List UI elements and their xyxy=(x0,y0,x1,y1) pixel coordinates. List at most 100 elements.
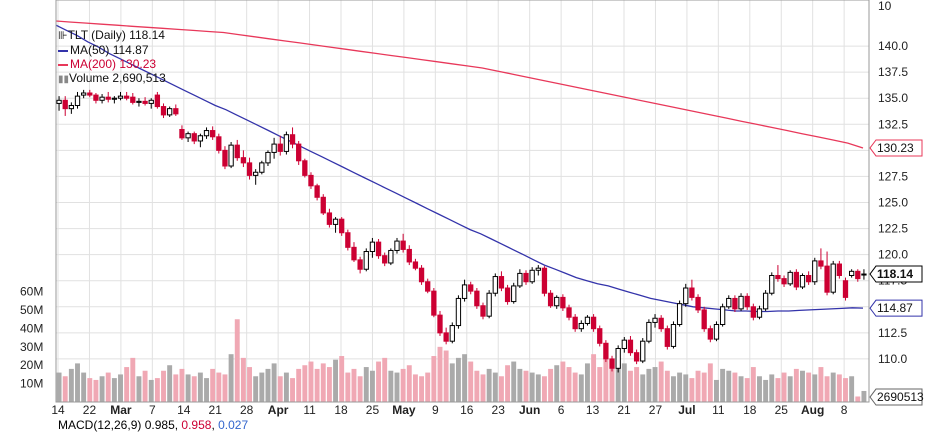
volume-bar xyxy=(861,390,867,402)
candle-body xyxy=(627,339,634,354)
volume-bar xyxy=(757,376,762,402)
volume-bar xyxy=(664,370,670,402)
price-tick-label: 127.5 xyxy=(878,169,908,183)
candle-body xyxy=(824,265,830,293)
candle-body xyxy=(302,160,308,176)
volume-bar xyxy=(320,363,326,402)
time-tick-label: 21 xyxy=(617,403,631,417)
volume-bar xyxy=(597,367,603,402)
candle-body xyxy=(74,95,81,107)
candle-body xyxy=(406,248,412,263)
volume-bar xyxy=(492,372,498,402)
candle-body xyxy=(339,218,345,234)
volume-bar xyxy=(185,374,191,402)
volume-bar xyxy=(234,319,240,402)
volume-bar xyxy=(474,370,480,402)
volume-bar xyxy=(265,368,271,402)
candle-body xyxy=(762,292,769,310)
time-tick-label: 14 xyxy=(177,403,191,417)
macd-legend: MACD(12,26,9) 0.985, 0.958, 0.027 xyxy=(58,418,249,432)
candle-body xyxy=(468,284,474,292)
candle-body xyxy=(683,287,689,305)
price-tick-label: 137.5 xyxy=(878,65,908,79)
volume-bar xyxy=(578,374,584,402)
volume-bar xyxy=(81,372,87,402)
candle-body xyxy=(179,129,185,139)
candle-body xyxy=(167,108,173,116)
candle-body xyxy=(412,261,419,269)
price-tick-label: 135.0 xyxy=(878,91,908,105)
candle-body xyxy=(400,240,406,250)
time-tick-label: 21 xyxy=(209,403,223,417)
volume-bar xyxy=(855,396,861,402)
time-tick-label: 18 xyxy=(743,403,757,417)
volume-bar xyxy=(677,372,683,402)
candle-body xyxy=(769,275,775,294)
volume-bar xyxy=(806,372,812,402)
candle-body xyxy=(99,96,105,101)
candle-body xyxy=(418,267,425,283)
volume-bar xyxy=(425,372,431,402)
volume-bar xyxy=(412,374,418,402)
candle-body xyxy=(805,275,812,283)
candle-body xyxy=(523,272,529,283)
candle-body xyxy=(117,95,124,99)
candle-body xyxy=(590,316,597,330)
volume-bar xyxy=(68,368,74,402)
candle-body xyxy=(818,260,824,267)
volume-bar xyxy=(793,368,799,402)
volume-bar xyxy=(628,370,633,402)
candle-body xyxy=(474,290,480,307)
candle-body xyxy=(394,240,400,251)
volume-bar xyxy=(572,372,578,402)
candle-body xyxy=(425,281,431,292)
volume-bar xyxy=(283,372,289,402)
volume-tick-label: 30M xyxy=(20,340,43,354)
candle-body xyxy=(246,162,253,176)
volume-bar xyxy=(388,370,394,402)
candle-body xyxy=(713,324,720,340)
time-tick-label: 28 xyxy=(240,403,254,417)
candle-body xyxy=(517,272,523,287)
candle-body xyxy=(185,133,191,139)
volume-bar xyxy=(326,367,332,402)
candle-body xyxy=(719,306,726,326)
candle-body xyxy=(197,135,204,142)
volume-bar xyxy=(111,378,117,402)
volume-bar xyxy=(376,361,382,402)
candle-body xyxy=(781,278,787,285)
price-tick-label: 125.0 xyxy=(878,196,908,210)
volume-bar xyxy=(689,378,695,402)
candle-body xyxy=(154,94,161,108)
candle-body xyxy=(664,328,670,347)
volume-tick-label: 60M xyxy=(20,285,43,299)
candle-body xyxy=(676,303,683,326)
volume-bar xyxy=(228,354,234,402)
time-tick-label: 25 xyxy=(366,403,380,417)
candle-body xyxy=(228,144,234,167)
candle-body xyxy=(283,134,290,152)
volume-bar xyxy=(369,370,375,402)
candle-body xyxy=(750,306,756,318)
volume-bar xyxy=(148,379,154,402)
time-tick-label: 7 xyxy=(149,403,156,417)
macd-label: MACD(12,26,9) xyxy=(58,418,142,432)
volume-bar xyxy=(529,372,535,402)
volume-bar xyxy=(511,361,517,402)
candle-body xyxy=(707,328,713,340)
time-tick-label: Jul xyxy=(678,403,695,417)
candle-body xyxy=(62,99,68,110)
volume-bar xyxy=(732,372,738,402)
volume-bar xyxy=(314,368,320,402)
candle-body xyxy=(695,296,701,311)
volume-bar xyxy=(443,350,449,402)
candle-body xyxy=(480,305,486,317)
volume-bar xyxy=(517,368,523,402)
volume-bar xyxy=(486,368,492,402)
candle-body xyxy=(658,317,664,330)
axes: 140.0137.5135.0132.5130.0127.5125.0122.5… xyxy=(20,0,908,417)
volume-bar xyxy=(750,367,756,402)
candle-body xyxy=(670,324,677,347)
candle-body xyxy=(265,151,271,164)
